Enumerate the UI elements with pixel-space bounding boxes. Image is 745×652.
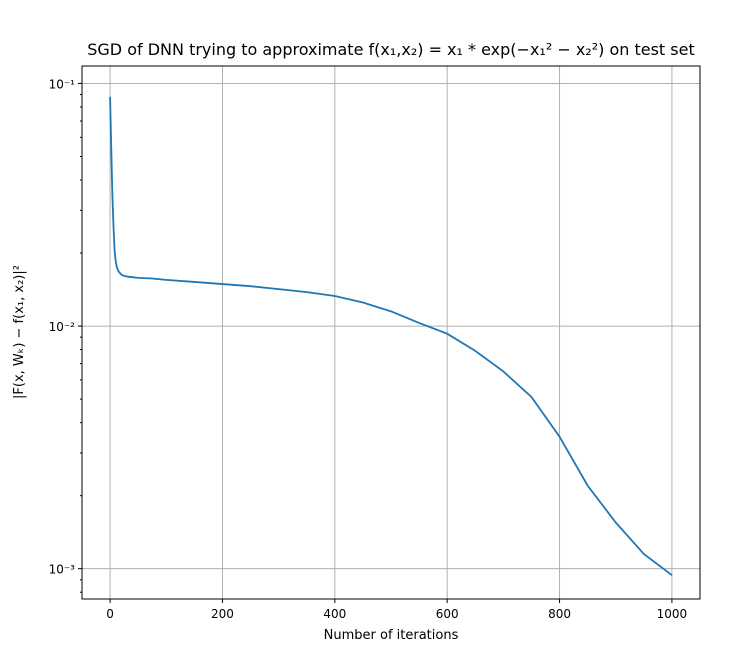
- axis-ticks: 0 200 400 600 800 1000 10⁻³ 10⁻² 10⁻¹: [49, 77, 688, 621]
- series-layer: [109, 96, 673, 576]
- loss-curve: [109, 96, 673, 576]
- y-tick-label: 10⁻³: [49, 563, 76, 577]
- y-tick-label: 10⁻¹: [49, 77, 76, 91]
- y-axis-label: |F(x, Wₖ) − f(x₁, x₂)|²: [12, 265, 27, 399]
- x-tick-label: 1000: [657, 607, 688, 621]
- x-tick-label: 0: [106, 607, 114, 621]
- y-tick-label: 10⁻²: [49, 320, 76, 334]
- x-tick-label: 200: [211, 607, 234, 621]
- chart-title: SGD of DNN trying to approximate f(x₁,x₂…: [87, 40, 694, 59]
- x-tick-label: 600: [436, 607, 459, 621]
- x-axis-label: Number of iterations: [324, 628, 459, 643]
- plot-frame: [81, 65, 701, 600]
- x-tick-label: 800: [548, 607, 571, 621]
- x-tick-label: 400: [323, 607, 346, 621]
- grid: [82, 66, 700, 599]
